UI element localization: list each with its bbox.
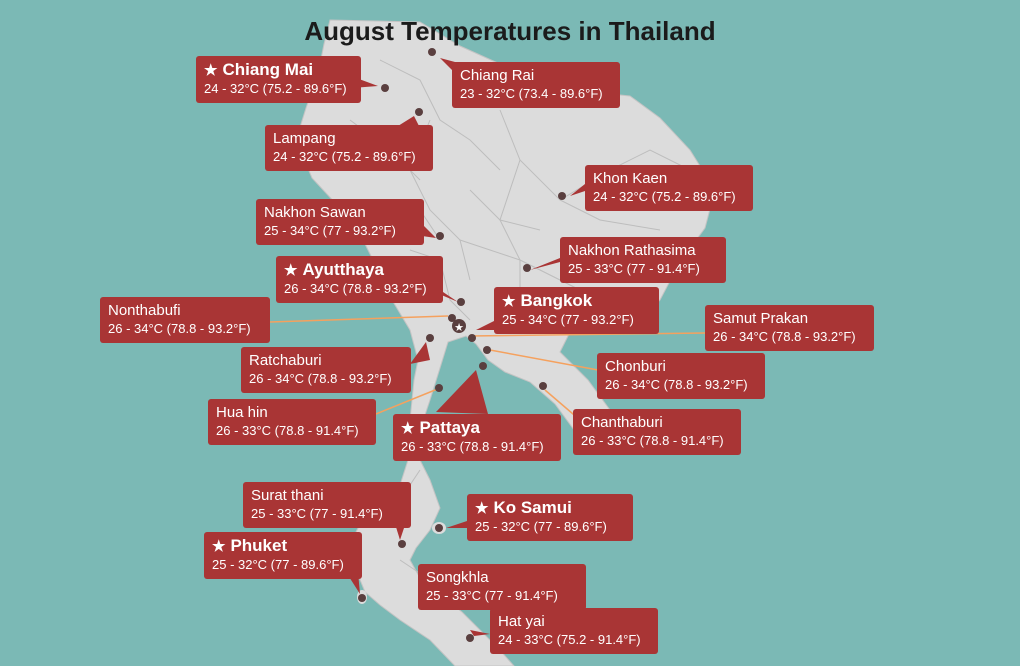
city-temp: 26 - 33°C (78.8 - 91.4°F) [401,439,544,454]
city-temp: 25 - 34°C (77 - 93.2°F) [502,312,634,327]
label-ayutthaya: ★ Ayutthaya 26 - 34°C (78.8 - 93.2°F) [276,256,443,303]
city-name: Samut Prakan [713,310,809,327]
city-dots [358,48,566,642]
label-hat-yai: Hat yai 24 - 33°C (75.2 - 91.4°F) [490,608,658,654]
star-icon: ★ [502,293,516,310]
star-icon: ★ [475,500,489,517]
city-temp: 24 - 32°C (75.2 - 89.6°F) [593,189,736,204]
city-name: Khon Kaen [593,170,668,187]
city-name: Hua hin [216,404,268,421]
city-name: Ko Samui [493,498,572,517]
city-temp: 23 - 32°C (73.4 - 89.6°F) [460,86,603,101]
city-name: Songkhla [426,569,489,586]
star-icon: ★ [401,420,415,437]
label-bangkok: ★ Bangkok 25 - 34°C (77 - 93.2°F) [494,287,659,334]
city-temp: 25 - 34°C (77 - 93.2°F) [264,223,396,238]
city-temp: 24 - 32°C (75.2 - 89.6°F) [204,81,347,96]
label-songkhla: Songkhla 25 - 33°C (77 - 91.4°F) [418,564,586,610]
city-name: Ayutthaya [302,260,385,279]
city-name: Phuket [230,536,288,555]
label-nakhon-rathasima: Nakhon Rathasima 25 - 33°C (77 - 91.4°F) [560,237,726,283]
city-name: Surat thani [251,487,324,504]
map-title: August Temperatures in Thailand [304,16,716,46]
city-name: Nakhon Rathasima [568,242,696,259]
city-temp: 24 - 32°C (75.2 - 89.6°F) [273,149,416,164]
city-name: Hat yai [498,613,545,630]
city-temp: 26 - 34°C (78.8 - 93.2°F) [605,377,748,392]
city-name: Chonburi [605,358,666,375]
city-name: Bangkok [520,291,593,310]
label-ko-samui: ★ Ko Samui 25 - 32°C (77 - 89.6°F) [467,494,633,541]
star-icon: ★ [284,262,298,279]
label-phuket: ★ Phuket 25 - 32°C (77 - 89.6°F) [204,532,362,579]
label-chanthaburi: Chanthaburi 26 - 33°C (78.8 - 91.4°F) [573,409,741,455]
city-name: Nonthabufi [108,302,181,319]
city-name: Pattaya [419,418,480,437]
label-pattaya: ★ Pattaya 26 - 33°C (78.8 - 91.4°F) [393,414,561,461]
label-khon-kaen: Khon Kaen 24 - 32°C (75.2 - 89.6°F) [585,165,753,211]
city-temp: 25 - 32°C (77 - 89.6°F) [212,557,344,572]
city-name: Chiang Mai [222,60,314,79]
label-chiang-rai: Chiang Rai 23 - 32°C (73.4 - 89.6°F) [452,62,620,108]
label-ratchaburi: Ratchaburi 26 - 34°C (78.8 - 93.2°F) [241,347,411,393]
bangkok-star-icon: ★ [454,321,464,334]
bangkok-marker [452,319,466,333]
label-surat-thani: Surat thani 25 - 33°C (77 - 91.4°F) [243,482,411,528]
label-samut-prakan: Samut Prakan 26 - 34°C (78.8 - 93.2°F) [705,305,874,351]
city-temp: 25 - 33°C (77 - 91.4°F) [251,506,383,521]
city-name: Chiang Rai [460,67,535,84]
label-nonthabufi: Nonthabufi 26 - 34°C (78.8 - 93.2°F) [100,297,270,343]
city-temp: 25 - 33°C (77 - 91.4°F) [426,588,558,603]
city-temp: 26 - 33°C (78.8 - 91.4°F) [216,423,359,438]
city-name: Nakhon Sawan [264,204,366,221]
label-lampang: Lampang 24 - 32°C (75.2 - 89.6°F) [265,125,433,171]
star-icon: ★ [204,62,218,79]
label-nakhon-sawan: Nakhon Sawan 25 - 34°C (77 - 93.2°F) [256,199,424,245]
city-temp: 26 - 34°C (78.8 - 93.2°F) [713,329,856,344]
city-name: Ratchaburi [249,352,322,369]
city-temp: 26 - 34°C (78.8 - 93.2°F) [249,371,392,386]
city-temp: 26 - 33°C (78.8 - 91.4°F) [581,433,724,448]
label-chonburi: Chonburi 26 - 34°C (78.8 - 93.2°F) [597,353,765,399]
star-icon: ★ [212,538,226,555]
label-chiang-mai: ★ Chiang Mai 24 - 32°C (75.2 - 89.6°F) [196,56,361,103]
city-temp: 26 - 34°C (78.8 - 93.2°F) [108,321,251,336]
city-name: Chanthaburi [581,414,663,431]
city-temp: 25 - 32°C (77 - 89.6°F) [475,519,607,534]
city-temp: 24 - 33°C (75.2 - 91.4°F) [498,632,641,647]
label-hua-hin: Hua hin 26 - 33°C (78.8 - 91.4°F) [208,399,376,445]
city-temp: 26 - 34°C (78.8 - 93.2°F) [284,281,427,296]
leader-lines [269,315,706,421]
city-temp: 25 - 33°C (77 - 91.4°F) [568,261,700,276]
city-name: Lampang [273,130,336,147]
